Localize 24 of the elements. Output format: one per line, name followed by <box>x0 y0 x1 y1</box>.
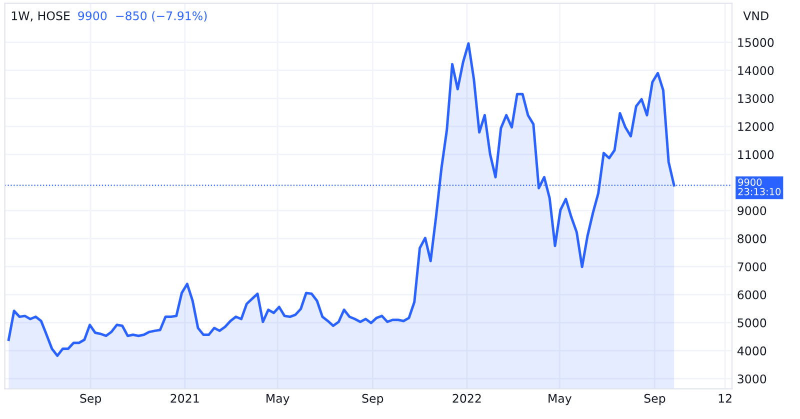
y-tick-label: 9000 <box>738 206 766 216</box>
y-tick-label: 13000 <box>738 94 774 104</box>
y-tick-label: 6000 <box>738 290 766 300</box>
x-tick-label: Sep <box>362 394 384 406</box>
text: 9900 −850 (−7.91%) <box>78 11 207 22</box>
x-tick-label: Sep <box>80 394 102 406</box>
y-tick-label: 5000 <box>738 318 766 328</box>
y-tick-label: 3000 <box>738 374 766 384</box>
y-axis-title: VND <box>743 11 768 20</box>
y-tick-label: 11000 <box>738 150 774 160</box>
x-tick-label: May <box>548 394 572 406</box>
ref-line-label: 9900 23:13:10 <box>738 178 781 196</box>
y-tick-label: 15000 <box>738 38 774 47</box>
y-tick-label: 8000 <box>738 234 766 244</box>
y-tick-label: 4000 <box>737 346 766 356</box>
x-tick-label: Sep <box>644 394 666 406</box>
text: 1W, HOSE <box>12 11 70 22</box>
x-tick-label: 12 <box>718 394 732 403</box>
y-tick-label: 7000 <box>738 262 766 272</box>
x-tick-label: May <box>266 394 290 406</box>
x-tick-label: 2021 <box>170 394 199 403</box>
y-tick-label: 14000 <box>738 66 774 76</box>
y-tick-label: 12000 <box>738 122 774 132</box>
x-tick-label: 2022 <box>452 394 481 403</box>
